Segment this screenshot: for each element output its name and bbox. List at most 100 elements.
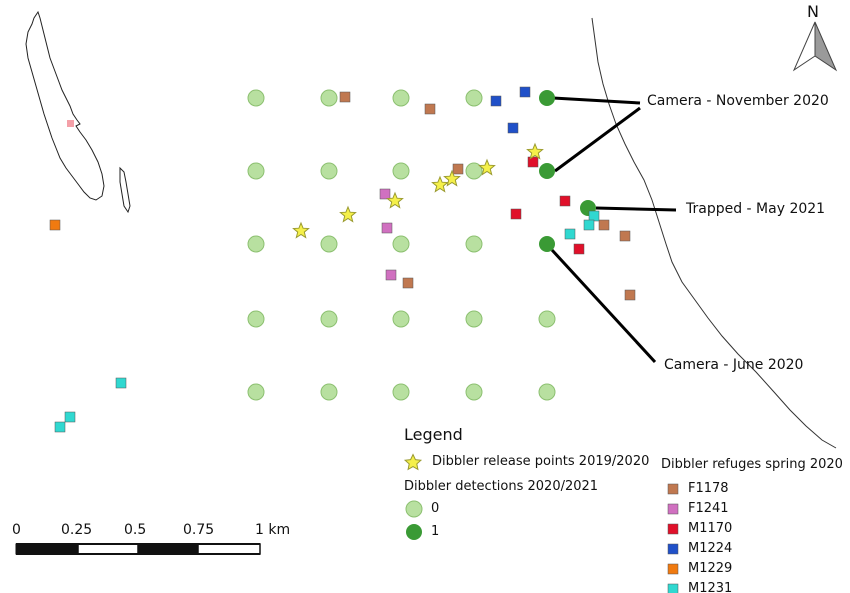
scale-bar-seg-3 xyxy=(137,543,199,555)
scale-bar-seg-2 xyxy=(77,543,139,555)
leader-camera-june xyxy=(550,248,657,364)
detection-point-0 xyxy=(465,89,483,107)
refuge-point-f1178 xyxy=(424,103,436,115)
scale-bar-seg-4 xyxy=(197,543,261,555)
camera-june-label: Camera - June 2020 xyxy=(664,357,804,373)
detection-point-0 xyxy=(392,383,410,401)
legend-refuge-icon-m1170 xyxy=(667,523,679,535)
legend-refuge-label-m1170: M1170 xyxy=(688,521,733,536)
legend-detection-1-icon xyxy=(406,524,422,540)
legend-refuge-icon-m1224 xyxy=(667,543,679,555)
leader-trapped xyxy=(595,206,677,212)
detection-point-1 xyxy=(539,163,555,179)
detection-point-0 xyxy=(392,235,410,253)
refuge-point-m1231 xyxy=(583,219,595,231)
detection-point-0 xyxy=(392,162,410,180)
refuge-points xyxy=(49,86,636,433)
refuge-point-f1178 xyxy=(402,277,414,289)
scale-bar xyxy=(15,543,261,555)
detection-point-0 xyxy=(392,89,410,107)
release-point-star xyxy=(292,221,310,239)
legend-detection-0-label: 0 xyxy=(431,501,440,516)
detection-point-0 xyxy=(320,310,338,328)
refuge-point-m1231 xyxy=(54,421,66,433)
release-point-star xyxy=(443,169,461,187)
detection-point-0 xyxy=(320,162,338,180)
scale-tick-0: 0 xyxy=(12,522,21,538)
detection-point-0 xyxy=(538,310,556,328)
detection-point-0 xyxy=(465,383,483,401)
island-east-strip xyxy=(119,166,131,214)
inset-map xyxy=(25,10,131,214)
legend-refuge-icons xyxy=(667,483,679,593)
legend-refuge-label-f1178: F1178 xyxy=(688,481,729,496)
detection-point-0 xyxy=(247,383,265,401)
north-arrow-icon xyxy=(792,21,838,72)
release-point-star xyxy=(526,142,544,160)
detection-point-0 xyxy=(465,162,483,180)
detection-point-0 xyxy=(465,235,483,253)
refuge-point-m1170 xyxy=(573,243,585,255)
legend-detections-title: Dibbler detections 2020/2021 xyxy=(404,479,599,494)
release-points xyxy=(292,142,544,239)
release-point-star xyxy=(478,158,496,176)
refuge-point-f1178 xyxy=(452,163,464,175)
camera-november-label: Camera - November 2020 xyxy=(647,93,829,109)
detection-point-0 xyxy=(247,310,265,328)
detection-point-0 xyxy=(392,310,410,328)
inset-study-area-marker xyxy=(67,120,74,127)
refuge-point-f1241 xyxy=(381,222,393,234)
refuge-point-m1170 xyxy=(527,156,539,168)
scale-bar-seg-1 xyxy=(15,543,79,555)
legend-refuge-icon-f1241 xyxy=(667,503,679,515)
legend-refuge-icon-m1229 xyxy=(667,563,679,575)
legend-refuge-label-m1229: M1229 xyxy=(688,561,733,576)
release-point-star xyxy=(431,175,449,193)
refuge-point-m1224 xyxy=(507,122,519,134)
leader-camera-nov-a xyxy=(552,96,641,105)
legend-refuge-icon-m1231 xyxy=(667,583,679,593)
detection-point-0 xyxy=(465,310,483,328)
scale-tick-0-5: 0.5 xyxy=(124,522,147,538)
refuge-point-m1224 xyxy=(490,95,502,107)
legend-title: Legend xyxy=(404,425,463,444)
legend-star-icon xyxy=(403,453,423,471)
detection-point-0 xyxy=(247,235,265,253)
detection-point-0 xyxy=(320,383,338,401)
detection-point-1 xyxy=(539,90,555,106)
scale-tick-0-75: 0.75 xyxy=(183,522,215,538)
detection-point-0 xyxy=(247,162,265,180)
scale-tick-0-25: 0.25 xyxy=(61,522,93,538)
refuge-point-m1170 xyxy=(559,195,571,207)
refuge-point-m1170 xyxy=(510,208,522,220)
north-label: N xyxy=(807,2,819,21)
refuge-point-f1178 xyxy=(339,91,351,103)
refuge-point-f1241 xyxy=(385,269,397,281)
detection-point-1 xyxy=(539,236,555,252)
detection-point-0 xyxy=(320,235,338,253)
refuge-point-m1231 xyxy=(564,228,576,240)
detection-point-0 xyxy=(320,89,338,107)
legend-refuge-label-f1241: F1241 xyxy=(688,501,729,516)
refuge-point-f1241 xyxy=(379,188,391,200)
legend-symbols xyxy=(403,453,679,593)
refuge-point-f1178 xyxy=(624,289,636,301)
leader-lines xyxy=(550,96,677,364)
trapped-may-label: Trapped - May 2021 xyxy=(686,201,826,217)
refuge-point-m1231 xyxy=(588,210,600,222)
leader-camera-nov-b xyxy=(554,106,641,173)
refuge-point-f1178 xyxy=(619,230,631,242)
island-outline xyxy=(25,10,105,201)
refuge-point-m1231 xyxy=(115,377,127,389)
scale-tick-1km: 1 km xyxy=(255,522,291,538)
detection-point-0 xyxy=(538,383,556,401)
legend-release-label: Dibbler release points 2019/2020 xyxy=(432,454,650,469)
legend-detection-0-icon xyxy=(405,500,423,518)
refuge-point-m1224 xyxy=(519,86,531,98)
detection-point-0 xyxy=(247,89,265,107)
refuge-point-f1178 xyxy=(598,219,610,231)
legend-refuges-title: Dibbler refuges spring 2020 xyxy=(661,457,843,472)
release-point-star xyxy=(339,205,357,223)
